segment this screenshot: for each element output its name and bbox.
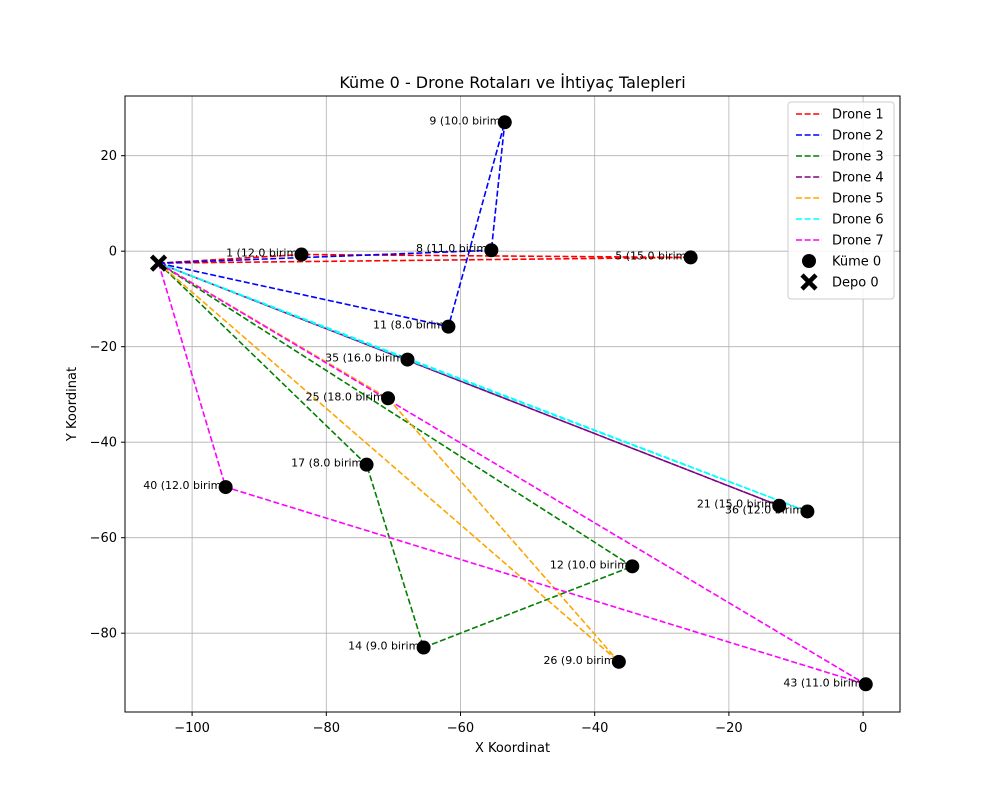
x-tick-label: 0 bbox=[859, 721, 867, 736]
legend-entry: Drone 2 bbox=[832, 129, 884, 144]
point-label-21: 21 (15.0 birim) bbox=[697, 498, 779, 511]
legend-entry: Drone 3 bbox=[832, 150, 884, 165]
chart-title: Küme 0 - Drone Rotaları ve İhtiyaç Talep… bbox=[339, 73, 685, 92]
point-21 bbox=[772, 498, 787, 513]
delivery-points bbox=[218, 115, 873, 692]
grid bbox=[125, 96, 900, 712]
point-5 bbox=[683, 250, 698, 265]
route-drone-6 bbox=[158, 262, 808, 513]
plot-frame bbox=[124, 95, 901, 713]
point-label-11: 11 (8.0 birim) bbox=[373, 319, 448, 332]
x-axis-title: X Koordinat bbox=[475, 741, 550, 756]
legend-entry: Drone 4 bbox=[832, 171, 884, 186]
y-axis-title: Y Koordinat bbox=[65, 367, 80, 442]
point-label-5: 5 (15.0 birim) bbox=[615, 249, 690, 262]
point-label-9: 9 (10.0 birim) bbox=[429, 114, 504, 127]
depot-x-stroke bbox=[149, 254, 168, 272]
depot-marker bbox=[149, 254, 168, 272]
point-43 bbox=[858, 677, 873, 692]
route-drone-1 bbox=[158, 253, 691, 264]
point-35 bbox=[400, 352, 415, 367]
point-14 bbox=[416, 640, 431, 655]
depot-markers bbox=[149, 254, 168, 272]
point-label-36: 36 (12.0 birim) bbox=[725, 503, 807, 516]
legend-swatch bbox=[802, 254, 816, 268]
point-label-26: 26 (9.0 birim) bbox=[543, 654, 618, 667]
point-label-1: 1 (12.0 birim) bbox=[226, 247, 301, 260]
point-40 bbox=[218, 480, 233, 495]
y-tick-label: −80 bbox=[90, 627, 117, 642]
point-label-25: 25 (18.0 birim) bbox=[306, 390, 388, 403]
legend-swatch bbox=[800, 273, 818, 291]
route-drone-7 bbox=[157, 262, 867, 686]
legend: Drone 1 Drone 2 Drone 3 Drone 4 Drone 5 Drone… bbox=[787, 101, 895, 300]
point-36 bbox=[800, 504, 815, 519]
depot-x-stroke bbox=[800, 273, 818, 291]
point-labels: 1 (12.0 birim) 5 (15.0 birim) 8 (11.0 biri… bbox=[143, 114, 866, 689]
point-17 bbox=[359, 457, 374, 472]
x-tick-label: −60 bbox=[447, 721, 474, 736]
point-label-12: 12 (10.0 birim) bbox=[550, 558, 632, 571]
y-tick-label: 0 bbox=[109, 245, 117, 260]
y-tick-label: −60 bbox=[90, 531, 117, 546]
point-11 bbox=[441, 319, 456, 334]
x-tick-label: −20 bbox=[715, 721, 742, 736]
point-25 bbox=[381, 391, 396, 406]
point-label-43: 43 (11.0 birim) bbox=[783, 676, 865, 689]
legend-entry: Drone 1 bbox=[832, 108, 884, 123]
y-tick-label: −20 bbox=[90, 340, 117, 355]
point-label-40: 40 (12.0 birim) bbox=[143, 479, 225, 492]
point-12 bbox=[625, 559, 640, 574]
point-label-8: 8 (11.0 birim) bbox=[416, 242, 491, 255]
point-1 bbox=[294, 247, 309, 262]
point-9 bbox=[497, 115, 512, 130]
route-drone-3 bbox=[157, 262, 635, 649]
legend-entry: Drone 7 bbox=[832, 234, 884, 249]
x-tick-label: −100 bbox=[174, 721, 210, 736]
point-8 bbox=[484, 243, 499, 258]
legend-entry: Küme 0 bbox=[832, 255, 881, 270]
legend-entry: Drone 5 bbox=[832, 192, 884, 207]
y-tick-label: −40 bbox=[90, 436, 117, 451]
point-26 bbox=[611, 654, 626, 669]
legend-entry: Depo 0 bbox=[832, 276, 879, 291]
axis-ticks: −100 −80 −60 −40 −20 0 −80 −60 −40 −20 0 20 bbox=[90, 149, 868, 736]
x-tick-label: −40 bbox=[581, 721, 608, 736]
legend-entry: Drone 6 bbox=[832, 213, 884, 228]
point-label-14: 14 (9.0 birim) bbox=[348, 640, 423, 653]
legend-box bbox=[787, 101, 895, 300]
point-label-35: 35 (16.0 birim) bbox=[325, 352, 407, 365]
y-tick-label: 20 bbox=[100, 149, 117, 164]
point-label-17: 17 (8.0 birim) bbox=[291, 457, 366, 470]
x-tick-label: −80 bbox=[313, 721, 340, 736]
